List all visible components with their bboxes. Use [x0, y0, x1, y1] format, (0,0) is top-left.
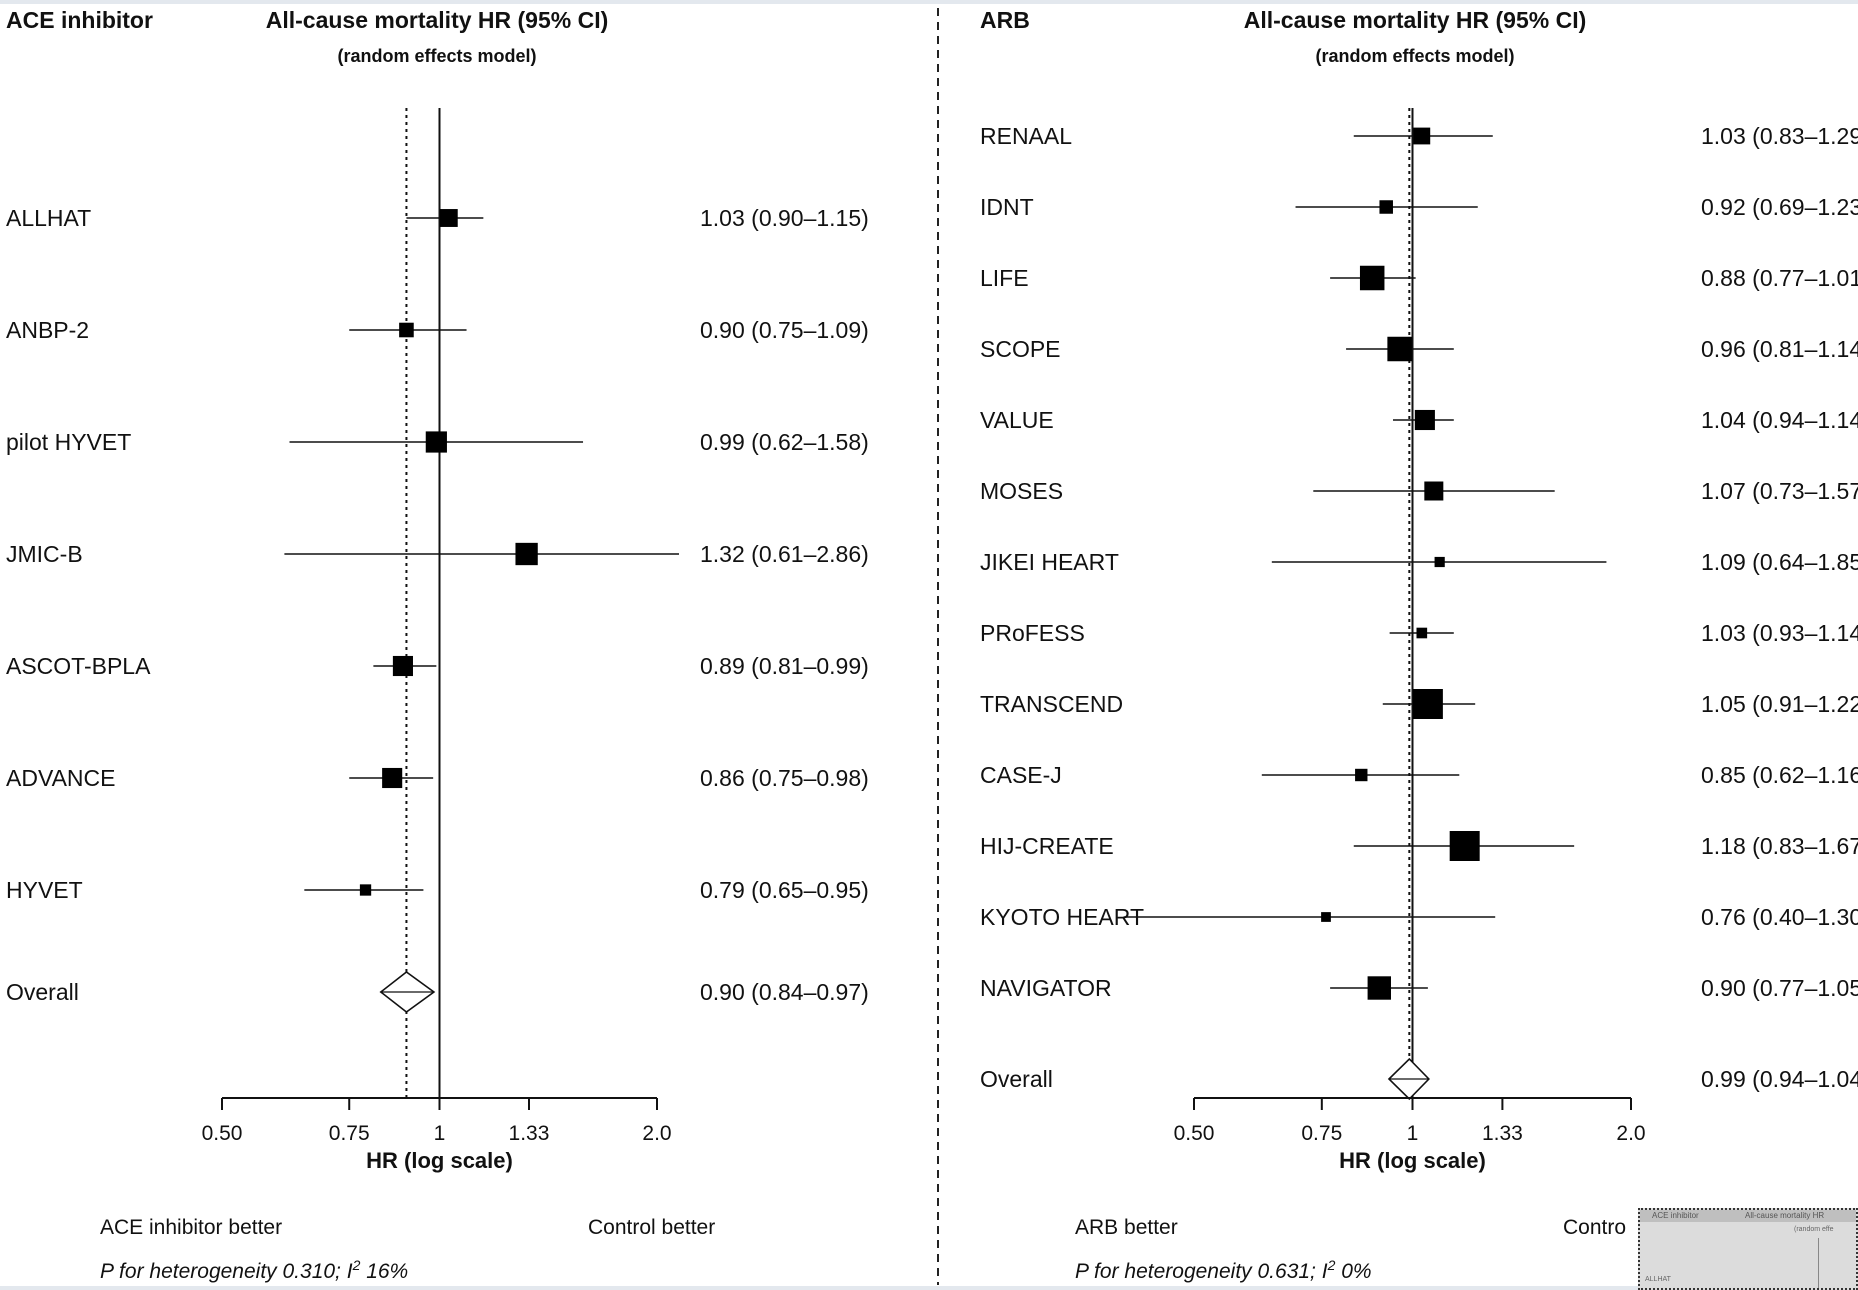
study-label: ALLHAT [6, 205, 91, 231]
x-axis-label: HR (log scale) [1339, 1148, 1486, 1173]
hr-marker [1414, 409, 1435, 431]
hr-marker [1321, 912, 1331, 922]
thumbnail-text: ACE inhibitor [1652, 1211, 1699, 1220]
favours-right-label: Contro [1563, 1216, 1626, 1239]
hr-ci-text: 0.92 (0.69–1.23) [1701, 194, 1858, 220]
hr-ci-text: 0.90 (0.77–1.05) [1701, 975, 1858, 1001]
hr-ci-text: 1.18 (0.83–1.67) [1701, 833, 1858, 859]
study-label: NAVIGATOR [980, 975, 1112, 1001]
panel-group-label: ARB [980, 7, 1030, 33]
hr-marker [515, 542, 538, 566]
study-label: VALUE [980, 407, 1054, 433]
panel-group-label: ACE inhibitor [6, 7, 153, 33]
study-label: pilot HYVET [6, 429, 131, 455]
hr-ci-text: 1.03 (0.93–1.14) [1701, 620, 1858, 646]
hr-marker [1424, 481, 1444, 501]
hr-marker [399, 322, 414, 338]
x-tick-label: 1 [434, 1122, 446, 1145]
x-tick-label: 2.0 [642, 1122, 671, 1145]
hr-marker [1449, 831, 1480, 861]
hr-marker [1413, 127, 1431, 145]
hr-marker [1379, 200, 1393, 214]
hr-marker [1355, 768, 1368, 782]
hr-ci-text: 0.86 (0.75–0.98) [700, 765, 869, 791]
x-tick-label: 2.0 [1616, 1122, 1645, 1145]
panel-subtitle: (random effects model) [1315, 46, 1514, 66]
heterogeneity-text: P for heterogeneity 0.631; I2 0% [1075, 1257, 1372, 1283]
hr-marker [1387, 336, 1412, 362]
thumbnail-text: All-cause mortality HR [1745, 1211, 1825, 1220]
study-label: CASE-J [980, 762, 1062, 788]
hr-ci-text: 0.89 (0.81–0.99) [700, 653, 869, 679]
thumbnail-text: (random effe [1794, 1226, 1834, 1233]
x-tick-label: 0.75 [1301, 1122, 1342, 1145]
hr-ci-text: 0.90 (0.75–1.09) [700, 317, 869, 343]
hr-ci-text: 1.04 (0.94–1.14) [1701, 407, 1858, 433]
hr-ci-text: 0.79 (0.65–0.95) [700, 877, 869, 903]
thumbnail-line [1818, 1238, 1819, 1288]
x-tick-label: 0.50 [1174, 1122, 1215, 1145]
favours-left-label: ARB better [1075, 1216, 1178, 1239]
x-tick-label: 1 [1407, 1122, 1419, 1145]
hr-marker [1412, 689, 1443, 719]
hr-ci-text: 1.03 (0.90–1.15) [700, 205, 869, 231]
favours-right-label: Control better [588, 1216, 715, 1239]
hr-ci-text: 0.99 (0.62–1.58) [700, 429, 869, 455]
hr-ci-text: 1.05 (0.91–1.22) [1701, 691, 1858, 717]
hr-marker [439, 209, 458, 227]
hr-marker [1359, 265, 1385, 291]
hr-ci-text: 1.07 (0.73–1.57) [1701, 478, 1858, 504]
hr-marker [382, 767, 403, 789]
panel-subtitle: (random effects model) [337, 46, 536, 66]
x-tick-label: 0.75 [329, 1122, 370, 1145]
hr-marker [359, 884, 372, 896]
hr-marker [1416, 627, 1428, 639]
hr-ci-text: 1.03 (0.83–1.29) [1701, 123, 1858, 149]
study-label: HYVET [6, 877, 83, 903]
hr-ci-text: 0.76 (0.40–1.30) [1701, 904, 1858, 930]
thumbnail-text: ALLHAT [1645, 1276, 1671, 1283]
x-tick-label: 0.50 [202, 1122, 243, 1145]
bottom-edge [0, 1286, 1858, 1290]
study-label: IDNT [980, 194, 1034, 220]
hr-ci-text: 0.85 (0.62–1.16) [1701, 762, 1858, 788]
study-label: JMIC-B [6, 541, 83, 567]
study-label: ASCOT-BPLA [6, 653, 151, 679]
study-label: ANBP-2 [6, 317, 89, 343]
study-label: HIJ-CREATE [980, 833, 1114, 859]
study-label: JIKEI HEART [980, 549, 1119, 575]
study-label: PRoFESS [980, 620, 1085, 646]
study-label: KYOTO HEART [980, 904, 1144, 930]
hr-marker [1367, 976, 1391, 1000]
x-axis-label: HR (log scale) [366, 1148, 513, 1173]
hr-ci-text: 1.32 (0.61–2.86) [700, 541, 869, 567]
study-label: ADVANCE [6, 765, 116, 791]
panel-title: All-cause mortality HR (95% CI) [1244, 7, 1587, 33]
panel-title: All-cause mortality HR (95% CI) [266, 7, 609, 33]
overall-label: Overall [980, 1066, 1053, 1092]
hr-ci-text: 0.96 (0.81–1.14) [1701, 336, 1858, 362]
favours-left-label: ACE inhibitor better [100, 1216, 282, 1239]
hr-marker [1434, 556, 1445, 568]
hr-ci-text: 0.88 (0.77–1.01) [1701, 265, 1858, 291]
study-label: MOSES [980, 478, 1063, 504]
hr-marker [425, 431, 447, 453]
hr-marker [392, 655, 413, 677]
top-edge [0, 0, 1858, 4]
x-tick-label: 1.33 [1482, 1122, 1523, 1145]
thumbnail-header [1640, 1210, 1856, 1222]
thumbnail-preview[interactable]: ACE inhibitor All-cause mortality HR (ra… [1638, 1208, 1858, 1290]
study-label: RENAAL [980, 123, 1072, 149]
study-label: SCOPE [980, 336, 1061, 362]
study-label: LIFE [980, 265, 1029, 291]
heterogeneity-text: P for heterogeneity 0.310; I2 16% [100, 1257, 408, 1283]
x-tick-label: 1.33 [509, 1122, 550, 1145]
overall-ci-text: 0.90 (0.84–0.97) [700, 979, 869, 1005]
study-label: TRANSCEND [980, 691, 1123, 717]
overall-label: Overall [6, 979, 79, 1005]
hr-ci-text: 1.09 (0.64–1.85) [1701, 549, 1858, 575]
overall-ci-text: 0.99 (0.94–1.04) [1701, 1066, 1858, 1092]
